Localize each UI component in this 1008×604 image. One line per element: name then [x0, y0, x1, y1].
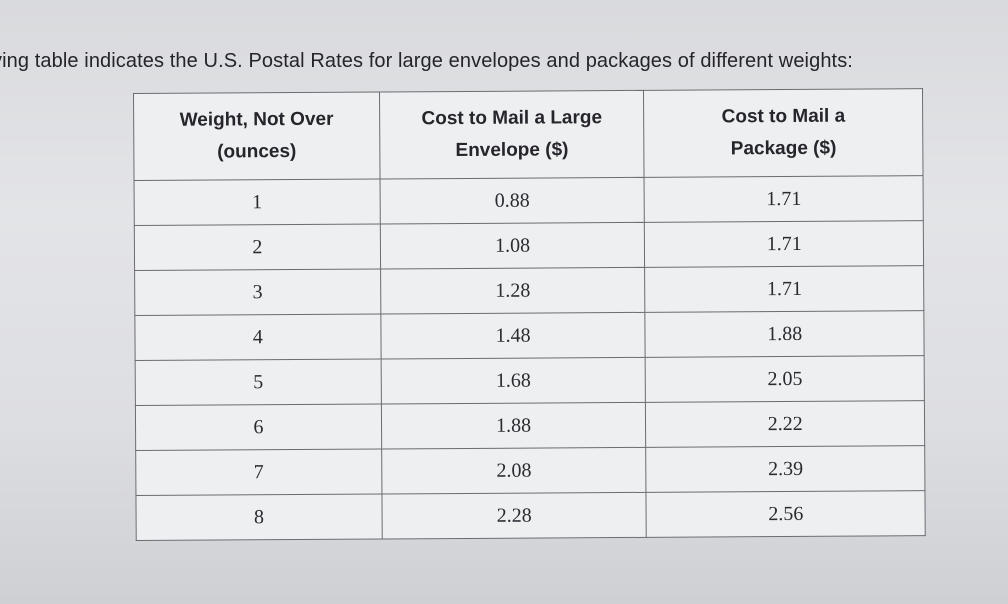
cell-package-cost: 2.05	[645, 355, 925, 403]
table-row: 3 1.28 1.71	[134, 265, 924, 316]
table-row: 8 2.28 2.56	[135, 490, 926, 541]
header-envelope-line1: Cost to Mail a Large	[421, 107, 603, 130]
intro-sentence: ving table indicates the U.S. Postal Rat…	[0, 50, 1008, 73]
header-weight: Weight, Not Over (ounces)	[133, 91, 380, 181]
cell-package-cost: 2.39	[646, 445, 925, 493]
header-package-line2: Package ($)	[730, 137, 837, 160]
postal-rates-table: Weight, Not Over (ounces) Cost to Mail a…	[133, 88, 926, 541]
table-row: 2 1.08 1.71	[134, 220, 924, 271]
cell-weight: 6	[135, 403, 382, 451]
cell-envelope-cost: 1.28	[380, 267, 646, 314]
cell-envelope-cost: 2.28	[381, 492, 647, 539]
cell-package-cost: 1.71	[645, 265, 924, 313]
table-row: 6 1.88 2.22	[135, 400, 925, 451]
header-weight-line2: (ounces)	[217, 141, 297, 163]
cell-package-cost: 1.88	[645, 310, 925, 358]
header-package-line1: Cost to Mail a	[721, 105, 846, 128]
table-row: 7 2.08 2.39	[135, 445, 925, 496]
table-row: 4 1.48 1.88	[134, 310, 925, 361]
table-row: 1 0.88 1.71	[134, 175, 924, 226]
header-envelope-cost: Cost to Mail a Large Envelope ($)	[379, 90, 645, 179]
cell-weight: 8	[135, 493, 383, 541]
cell-weight: 4	[134, 313, 381, 361]
header-package-cost: Cost to Mail a Package ($)	[643, 88, 924, 178]
cell-package-cost: 2.22	[645, 400, 925, 448]
cell-envelope-cost: 1.68	[380, 357, 646, 404]
cell-package-cost: 1.71	[644, 175, 924, 223]
cell-envelope-cost: 1.88	[381, 402, 647, 449]
cell-weight: 7	[135, 448, 382, 496]
cell-weight: 5	[135, 358, 382, 406]
cell-weight: 3	[134, 268, 381, 316]
cell-weight: 1	[134, 178, 381, 226]
cell-package-cost: 2.56	[646, 490, 926, 538]
cell-envelope-cost: 2.08	[381, 447, 647, 494]
cell-package-cost: 1.71	[644, 220, 924, 268]
header-weight-line1: Weight, Not Over	[179, 108, 334, 131]
header-envelope-line2: Envelope ($)	[455, 139, 569, 162]
table-row: 5 1.68 2.05	[135, 355, 925, 406]
table-header-row: Weight, Not Over (ounces) Cost to Mail a…	[133, 88, 924, 181]
intro-text: ving table indicates the U.S. Postal Rat…	[0, 50, 853, 72]
cell-envelope-cost: 1.48	[380, 312, 646, 359]
cell-weight: 2	[134, 223, 381, 271]
cell-envelope-cost: 0.88	[379, 177, 645, 224]
cell-envelope-cost: 1.08	[380, 222, 646, 269]
